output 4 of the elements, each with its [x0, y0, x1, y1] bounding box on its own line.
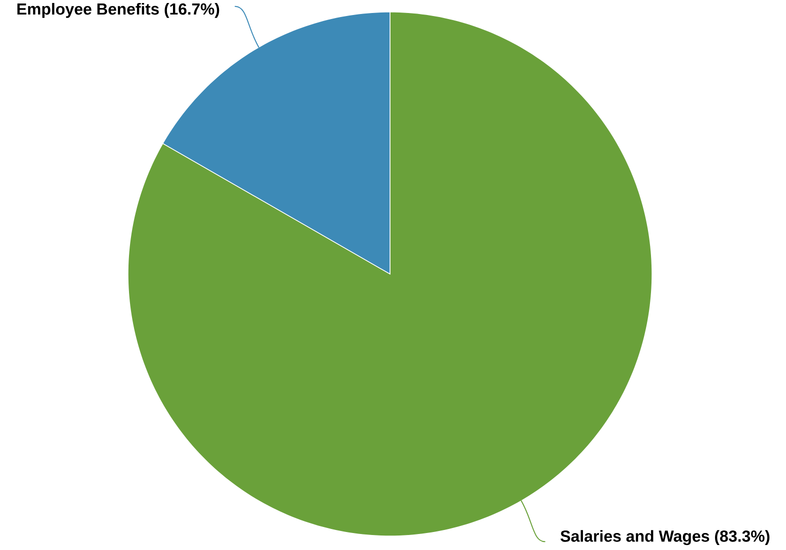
- data-label: (16.7%): [164, 2, 220, 18]
- data-label: (83.3%): [715, 530, 770, 546]
- slice-label: Salaries and Wages: [560, 530, 710, 546]
- slice-label: Employee Benefits: [17, 2, 159, 18]
